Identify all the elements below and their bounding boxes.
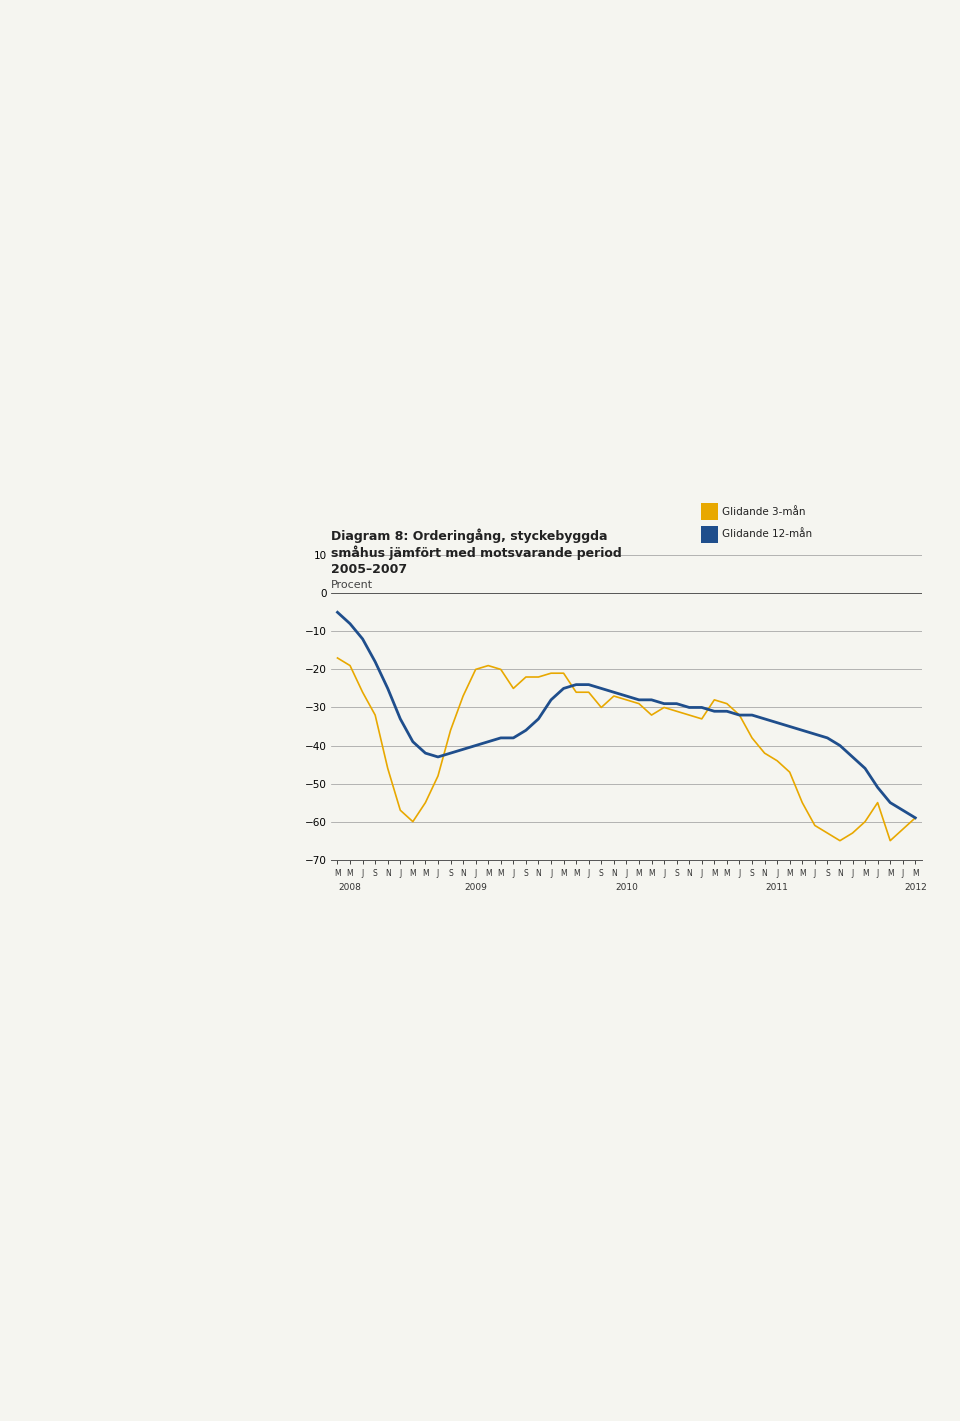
Text: J: J (588, 870, 589, 878)
Text: M: M (799, 870, 805, 878)
Text: 2011: 2011 (766, 882, 788, 891)
Text: J: J (399, 870, 401, 878)
Text: S: S (599, 870, 604, 878)
Text: N: N (460, 870, 466, 878)
Text: småhus jämfört med motsvarande period: småhus jämfört med motsvarande period (331, 546, 622, 560)
Text: N: N (536, 870, 541, 878)
Text: N: N (761, 870, 767, 878)
Text: M: M (485, 870, 492, 878)
Text: M: M (724, 870, 731, 878)
Text: M: M (711, 870, 718, 878)
Text: Diagram 8: Orderingång, styckebyggda: Diagram 8: Orderingång, styckebyggda (331, 529, 608, 543)
Text: S: S (674, 870, 679, 878)
Text: N: N (686, 870, 692, 878)
Text: M: M (887, 870, 894, 878)
Text: J: J (362, 870, 364, 878)
Text: J: J (776, 870, 779, 878)
Text: M: M (786, 870, 793, 878)
Text: S: S (372, 870, 377, 878)
Text: S: S (750, 870, 755, 878)
Text: M: M (347, 870, 353, 878)
Text: J: J (663, 870, 665, 878)
Text: Procent: Procent (331, 580, 373, 590)
Text: J: J (901, 870, 904, 878)
Text: 2008: 2008 (339, 882, 362, 891)
Text: 2005–2007: 2005–2007 (331, 563, 407, 576)
Text: J: J (738, 870, 740, 878)
Text: 2009: 2009 (465, 882, 487, 891)
Text: J: J (550, 870, 552, 878)
Text: J: J (474, 870, 477, 878)
Text: 2012: 2012 (904, 882, 926, 891)
Text: M: M (561, 870, 567, 878)
Text: S: S (448, 870, 453, 878)
Text: J: J (814, 870, 816, 878)
Text: J: J (437, 870, 439, 878)
Text: M: M (636, 870, 642, 878)
Text: Glidande 3-mån: Glidande 3-mån (722, 506, 805, 517)
Text: M: M (410, 870, 417, 878)
Text: M: M (573, 870, 580, 878)
Text: J: J (701, 870, 703, 878)
Text: M: M (912, 870, 919, 878)
Text: Glidande 12-mån: Glidande 12-mån (722, 529, 812, 540)
Text: J: J (625, 870, 628, 878)
Text: M: M (422, 870, 429, 878)
Text: M: M (862, 870, 869, 878)
Text: 2010: 2010 (615, 882, 637, 891)
Text: J: J (513, 870, 515, 878)
Text: S: S (523, 870, 528, 878)
Text: M: M (497, 870, 504, 878)
Text: M: M (648, 870, 655, 878)
Text: J: J (852, 870, 853, 878)
Text: J: J (876, 870, 878, 878)
Text: N: N (385, 870, 391, 878)
Text: N: N (837, 870, 843, 878)
Text: S: S (825, 870, 829, 878)
Text: N: N (611, 870, 616, 878)
Text: M: M (334, 870, 341, 878)
